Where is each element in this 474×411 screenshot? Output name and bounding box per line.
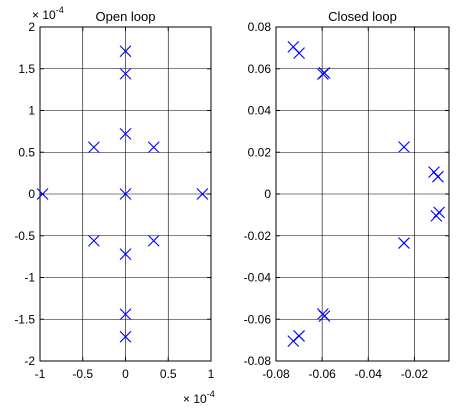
x-axis-multiplier: × 10-4 bbox=[183, 389, 215, 406]
y-tick-label: -0.5 bbox=[14, 229, 35, 243]
y-tick-label: -2 bbox=[24, 354, 35, 368]
y-tick-label: 0.02 bbox=[248, 145, 272, 159]
x-tick-label: -0.06 bbox=[308, 367, 336, 381]
x-tick-label: 1 bbox=[208, 367, 215, 381]
data-point-marker bbox=[36, 188, 49, 200]
data-point-marker bbox=[433, 206, 445, 219]
y-tick-label: 0.5 bbox=[18, 145, 35, 159]
y-tick-label: 1 bbox=[28, 104, 35, 118]
data-point-marker bbox=[119, 330, 132, 343]
data-point-marker bbox=[119, 248, 132, 261]
data-point-marker bbox=[147, 141, 160, 154]
data-point-marker bbox=[87, 234, 100, 247]
y-tick-label: -0.04 bbox=[244, 271, 272, 285]
data-point-marker bbox=[196, 188, 209, 200]
y-tick-label: -1 bbox=[24, 271, 35, 285]
data-point-marker bbox=[432, 170, 444, 183]
data-point-marker bbox=[119, 308, 132, 321]
data-point-marker bbox=[119, 127, 132, 140]
x-tick-label: -0.08 bbox=[262, 367, 290, 381]
y-tick-label: 0.06 bbox=[248, 62, 272, 76]
y-tick-label: 0 bbox=[264, 187, 271, 201]
y-tick-label: 1.5 bbox=[18, 62, 35, 76]
x-tick-label: -1 bbox=[35, 367, 46, 381]
data-point-marker bbox=[293, 330, 305, 342]
x-tick-label: -0.5 bbox=[72, 367, 93, 381]
open-loop-panel: -1 -0.5 0 0.5 1 2 1.5 1 0.5 0 -0.5 -1 -1.5 -2 Open loo… bbox=[14, 5, 214, 406]
chart-title: Open loop bbox=[96, 9, 156, 24]
y-tick-label: 0.04 bbox=[248, 104, 272, 118]
y-tick-label: -0.08 bbox=[244, 354, 272, 368]
x-tick-label: 0.5 bbox=[160, 367, 177, 381]
y-tick-label: -0.06 bbox=[244, 312, 272, 326]
data-point-marker bbox=[318, 310, 331, 323]
data-point-marker bbox=[398, 237, 410, 249]
data-point-marker bbox=[119, 67, 132, 80]
y-tick-label: 2 bbox=[28, 20, 35, 34]
x-tick-label: -0.02 bbox=[401, 367, 429, 381]
data-point-marker bbox=[147, 234, 160, 247]
y-tick-label: 0 bbox=[28, 187, 35, 201]
x-tick-label: -0.04 bbox=[355, 367, 383, 381]
x-tick-label: 0 bbox=[122, 367, 129, 381]
data-point-marker bbox=[430, 210, 443, 222]
data-point-marker bbox=[293, 47, 305, 59]
y-tick-label: -1.5 bbox=[14, 312, 35, 326]
closed-loop-panel: -0.08 -0.06 -0.04 -0.02 0.08 0.06 0.04 0.02 0 -0.… bbox=[244, 9, 450, 381]
y-axis-multiplier: × 10-4 bbox=[32, 5, 64, 22]
data-point-marker bbox=[318, 67, 331, 79]
data-point-marker bbox=[119, 45, 132, 58]
y-tick-label: -0.02 bbox=[244, 229, 272, 243]
data-point-marker bbox=[398, 141, 410, 153]
y-tick-label: 0.08 bbox=[248, 20, 272, 34]
data-point-marker bbox=[119, 188, 132, 200]
data-point-marker bbox=[87, 141, 100, 154]
chart-title: Closed loop bbox=[328, 9, 397, 24]
